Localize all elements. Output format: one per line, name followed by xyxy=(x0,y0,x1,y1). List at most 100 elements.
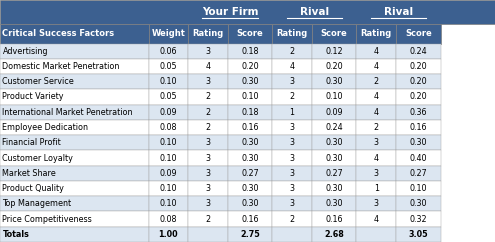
Bar xyxy=(272,212,312,227)
Text: 0.16: 0.16 xyxy=(409,123,427,132)
Text: Product Variety: Product Variety xyxy=(2,92,64,101)
Bar xyxy=(188,105,228,120)
Bar xyxy=(188,227,228,242)
Text: 1: 1 xyxy=(290,108,295,117)
Text: 3: 3 xyxy=(205,169,210,178)
Text: 3: 3 xyxy=(205,153,210,163)
Bar xyxy=(228,181,272,196)
Text: 3: 3 xyxy=(374,199,379,208)
Text: 3: 3 xyxy=(290,138,295,147)
Bar xyxy=(228,120,272,135)
Bar xyxy=(148,59,188,74)
Bar xyxy=(356,212,396,227)
Bar xyxy=(228,196,272,212)
Text: 2: 2 xyxy=(290,215,295,224)
Bar xyxy=(0,0,495,24)
Bar xyxy=(356,89,396,105)
Text: 0.09: 0.09 xyxy=(325,108,343,117)
Bar xyxy=(312,74,356,89)
Text: 3: 3 xyxy=(290,184,295,193)
Bar xyxy=(0,151,148,166)
Text: 0.30: 0.30 xyxy=(325,77,343,86)
Text: Top Management: Top Management xyxy=(2,199,72,208)
Text: 0.09: 0.09 xyxy=(159,108,177,117)
Bar xyxy=(312,166,356,181)
Bar xyxy=(228,166,272,181)
Text: 3: 3 xyxy=(205,138,210,147)
Text: 0.36: 0.36 xyxy=(409,108,427,117)
Text: 4: 4 xyxy=(290,62,295,71)
Bar xyxy=(356,181,396,196)
Text: 0.10: 0.10 xyxy=(159,138,177,147)
Bar xyxy=(228,44,272,59)
Text: 0.32: 0.32 xyxy=(409,215,427,224)
Text: 4: 4 xyxy=(374,62,379,71)
Text: 0.30: 0.30 xyxy=(325,199,343,208)
Bar xyxy=(148,105,188,120)
Bar xyxy=(396,166,441,181)
Bar xyxy=(272,166,312,181)
Bar xyxy=(396,151,441,166)
Bar xyxy=(0,24,148,44)
Text: 0.18: 0.18 xyxy=(241,47,259,56)
Bar xyxy=(312,59,356,74)
Bar xyxy=(148,227,188,242)
Text: 2: 2 xyxy=(374,77,379,86)
Bar xyxy=(396,89,441,105)
Bar xyxy=(228,59,272,74)
Text: 3: 3 xyxy=(374,138,379,147)
Bar xyxy=(188,120,228,135)
Bar xyxy=(148,166,188,181)
Bar xyxy=(396,196,441,212)
Text: Customer Service: Customer Service xyxy=(2,77,74,86)
Bar xyxy=(228,151,272,166)
Text: Critical Success Factors: Critical Success Factors xyxy=(2,29,115,38)
Text: Rival: Rival xyxy=(384,7,413,17)
Bar xyxy=(356,196,396,212)
Bar xyxy=(188,74,228,89)
Text: 3: 3 xyxy=(205,77,210,86)
Text: 2: 2 xyxy=(205,215,210,224)
Text: 0.10: 0.10 xyxy=(409,184,427,193)
Bar xyxy=(0,227,148,242)
Bar xyxy=(0,44,148,59)
Text: Advertising: Advertising xyxy=(2,47,48,56)
Bar xyxy=(272,227,312,242)
Bar xyxy=(0,135,148,151)
Text: 0.30: 0.30 xyxy=(409,138,427,147)
Bar xyxy=(148,196,188,212)
Bar xyxy=(188,44,228,59)
Bar xyxy=(356,135,396,151)
Text: 0.24: 0.24 xyxy=(409,47,427,56)
Bar xyxy=(188,196,228,212)
Text: 3: 3 xyxy=(290,169,295,178)
Bar xyxy=(272,120,312,135)
Bar xyxy=(396,135,441,151)
Text: 0.20: 0.20 xyxy=(409,77,427,86)
Text: 0.30: 0.30 xyxy=(241,153,259,163)
Text: 0.10: 0.10 xyxy=(159,77,177,86)
Text: Financial Profit: Financial Profit xyxy=(2,138,61,147)
Text: 0.18: 0.18 xyxy=(241,108,259,117)
Text: 0.30: 0.30 xyxy=(325,138,343,147)
Bar xyxy=(188,59,228,74)
Bar xyxy=(356,24,396,44)
Text: Employee Dedication: Employee Dedication xyxy=(2,123,89,132)
Bar xyxy=(312,120,356,135)
Bar xyxy=(356,44,396,59)
Text: 0.10: 0.10 xyxy=(159,153,177,163)
Bar xyxy=(396,212,441,227)
Bar xyxy=(396,227,441,242)
Text: 0.30: 0.30 xyxy=(241,184,259,193)
Bar xyxy=(0,74,148,89)
Bar xyxy=(188,151,228,166)
Text: Rating: Rating xyxy=(276,29,308,38)
Bar xyxy=(148,151,188,166)
Text: 0.30: 0.30 xyxy=(241,77,259,86)
Bar xyxy=(396,181,441,196)
Bar xyxy=(356,74,396,89)
Text: 2.68: 2.68 xyxy=(324,230,344,239)
Bar xyxy=(396,74,441,89)
Bar xyxy=(396,105,441,120)
Text: 2.75: 2.75 xyxy=(240,230,260,239)
